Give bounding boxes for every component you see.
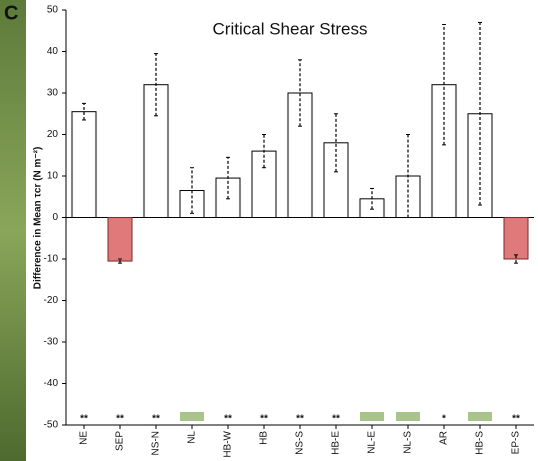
significance-label: **	[260, 414, 268, 425]
x-tick-label: AR	[439, 431, 450, 445]
bar	[431, 84, 457, 218]
bar	[107, 217, 133, 262]
x-tick-label: NL	[187, 431, 198, 444]
x-tick-label: NS-N	[151, 431, 162, 455]
non-significant-marker	[360, 412, 384, 421]
significance-label: *	[442, 414, 446, 425]
x-tick-label: SEP	[115, 431, 126, 451]
significance-label: **	[224, 414, 232, 425]
x-tick-label: NL-S	[403, 431, 414, 454]
x-tick-label: HB-E	[331, 431, 342, 455]
significance-label: **	[80, 414, 88, 425]
significance-label: **	[296, 414, 304, 425]
non-significant-marker	[180, 412, 204, 421]
x-tick-label: HB	[259, 431, 270, 445]
non-significant-marker	[396, 412, 420, 421]
bar	[287, 92, 313, 218]
bar	[467, 113, 493, 218]
y-tick-label: 10	[47, 171, 59, 182]
x-tick-label: NE	[79, 431, 90, 445]
x-tick-label: NL-E	[367, 431, 378, 454]
x-tick-label: HB-S	[475, 431, 486, 455]
chart-title: Critical Shear Stress	[213, 19, 368, 38]
x-tick-label: EP-S	[511, 431, 522, 455]
y-tick-label: 30	[47, 88, 59, 99]
significance-label: **	[152, 414, 160, 425]
panel	[26, 0, 538, 461]
y-tick-label: -30	[44, 337, 59, 348]
y-tick-label: -10	[44, 254, 59, 265]
y-tick-label: 20	[47, 129, 59, 140]
x-tick-label: HB-W	[223, 430, 234, 457]
y-tick-label: 0	[52, 212, 58, 223]
y-tick-label: -20	[44, 295, 59, 306]
significance-label: **	[116, 414, 124, 425]
y-tick-label: 50	[47, 5, 59, 16]
y-axis-label: Difference in Mean τcr (N m⁻²)	[33, 147, 44, 290]
significance-label: **	[332, 414, 340, 425]
y-tick-label: 40	[47, 46, 59, 57]
y-tick-label: -40	[44, 378, 59, 389]
bar	[71, 111, 97, 218]
panel-label: C	[4, 2, 18, 24]
y-tick-label: -50	[44, 420, 59, 431]
x-tick-label: NS-S	[295, 431, 306, 455]
significance-label: **	[512, 414, 520, 425]
bar	[503, 217, 529, 260]
non-significant-marker	[468, 412, 492, 421]
